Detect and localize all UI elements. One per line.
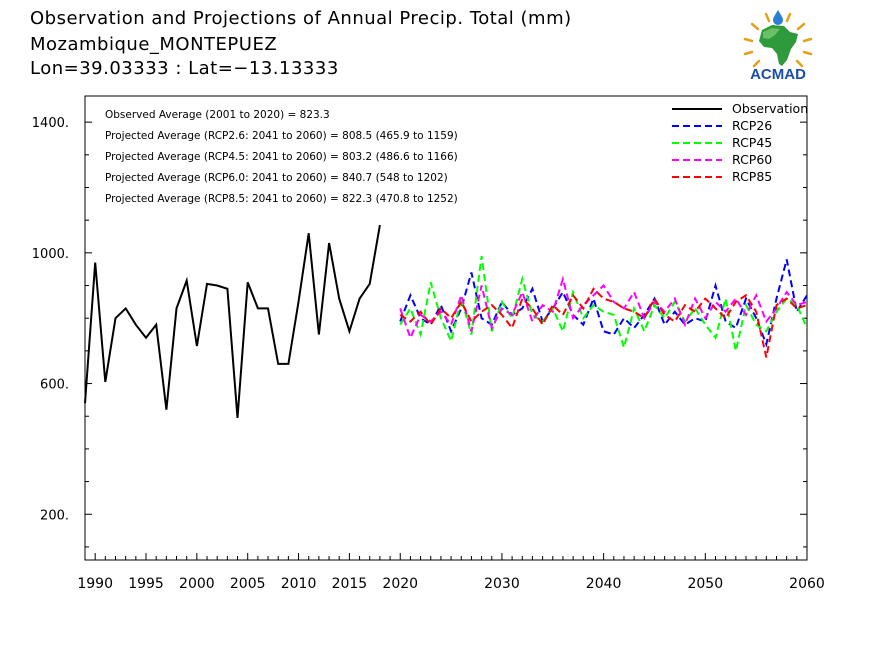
annotation-text: Projected Average (RCP4.5: 2041 to 2060)…: [105, 151, 458, 163]
legend-label: RCP45: [732, 135, 772, 150]
x-tick-label: 2050: [687, 576, 723, 592]
y-tick-label: 200.: [40, 508, 69, 523]
x-tick-label: 1995: [128, 576, 164, 592]
x-tick-label: 2010: [281, 576, 317, 592]
x-tick-label: 2030: [484, 576, 520, 592]
chart-title: Observation and Projections of Annual Pr…: [30, 8, 572, 29]
legend-label: RCP26: [732, 118, 772, 133]
x-tick-label: 2060: [789, 576, 825, 592]
series-line-rcp26: [399, 259, 808, 348]
logo-text: ACMAD: [750, 66, 806, 83]
series-line-observation: [84, 224, 381, 418]
y-tick-label: 1000.: [32, 247, 69, 262]
annotation-text: Projected Average (RCP6.0: 2041 to 2060)…: [105, 172, 448, 184]
x-tick-label: 2005: [230, 576, 266, 592]
x-tick-label: 2000: [179, 576, 215, 592]
x-tick-label: 2040: [586, 576, 622, 592]
legend-label: Observation: [732, 101, 808, 116]
annotation-text: Projected Average (RCP8.5: 2041 to 2060)…: [105, 193, 458, 205]
location-label: Mozambique_MONTEPUEZ: [30, 34, 278, 55]
x-tick-label: 2020: [382, 576, 418, 592]
series-line-rcp85: [399, 287, 808, 358]
acmad-logo: ACMAD: [736, 8, 820, 84]
acmad-africa-logo-icon: ACMAD: [743, 10, 813, 83]
annotation-text: Projected Average (RCP2.6: 2041 to 2060)…: [105, 130, 458, 142]
coordinates-label: Lon=39.03333 : Lat=−13.13333: [30, 58, 339, 79]
y-tick-label: 1400.: [32, 116, 69, 131]
legend-label: RCP85: [732, 169, 772, 184]
x-tick-label: 2015: [332, 576, 368, 592]
annotation-text: Observed Average (2001 to 2020) = 823.3: [105, 109, 330, 121]
x-tick-label: 1990: [77, 576, 113, 592]
legend-label: RCP60: [732, 152, 772, 167]
legend: Observation RCP26 RCP45 RCP60 RCP85: [672, 101, 808, 184]
series-line-rcp60: [399, 275, 808, 341]
y-tick-label: 600.: [40, 378, 69, 393]
